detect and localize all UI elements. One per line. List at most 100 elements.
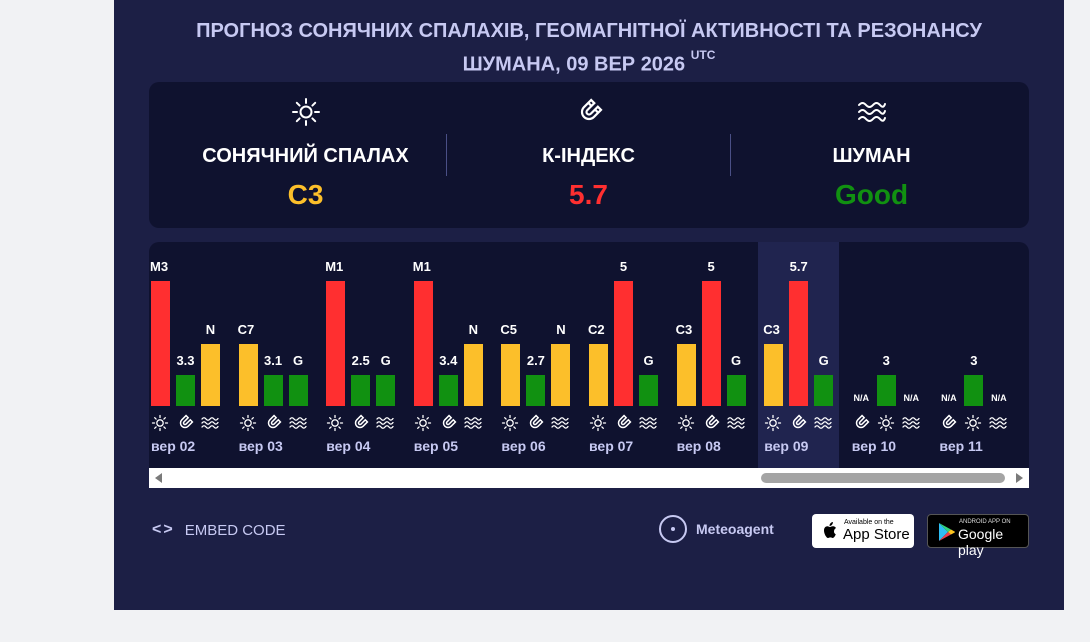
bar-label: 5.7 xyxy=(789,259,808,274)
waves-icon xyxy=(551,417,570,429)
summary-schumann: ШУМАН Good xyxy=(730,82,1013,228)
bar-label: 3.4 xyxy=(439,353,458,368)
sun-icon xyxy=(877,414,894,432)
chart-bar xyxy=(326,281,346,406)
magnet-icon xyxy=(705,414,720,429)
chart-bar xyxy=(463,344,483,406)
bar-label: N/A xyxy=(903,393,920,403)
google-play-big-text: Google play xyxy=(958,526,1004,558)
chart-bar xyxy=(639,375,658,406)
app-store-badge[interactable]: Available on the App Store xyxy=(812,514,914,548)
scroll-left-arrow-icon[interactable] xyxy=(155,473,162,483)
waves-icon xyxy=(857,102,886,122)
date-label: вер 08 xyxy=(676,438,721,454)
bar-label: M1 xyxy=(412,259,431,274)
horizontal-scrollbar[interactable] xyxy=(149,468,1029,488)
magnet-icon xyxy=(530,414,544,429)
waves-icon xyxy=(376,417,394,429)
sun-icon xyxy=(414,414,431,432)
bar-label: 5 xyxy=(619,259,628,274)
bar-label: N/A xyxy=(853,393,870,403)
sun-icon xyxy=(589,414,607,432)
bar-label: N xyxy=(468,322,478,337)
bar-label: 3 xyxy=(882,353,890,368)
date-label: вер 10 xyxy=(851,438,897,454)
google-play-badge[interactable]: ANDROID APP ON Google play xyxy=(927,514,1029,558)
summary-panel: СОНЯЧНИЙ СПАЛАХ C3 К-ІНДЕКС 5.7 xyxy=(149,82,1029,228)
meteoagent-link[interactable]: Meteoagent xyxy=(659,515,774,543)
meteoagent-label: Meteoagent xyxy=(696,521,774,537)
chart-bar xyxy=(151,281,170,406)
google-play-small-text: ANDROID APP ON xyxy=(959,519,1011,525)
bar-label: N xyxy=(556,322,566,337)
chart-bar xyxy=(526,375,546,406)
bar-label: 3.3 xyxy=(176,353,195,368)
chart-bar xyxy=(413,281,433,406)
chart-bar xyxy=(201,344,220,406)
summary-kindex: К-ІНДЕКС 5.7 xyxy=(447,82,730,228)
chart-bar xyxy=(589,344,608,406)
magnet-icon xyxy=(617,414,632,429)
bar-label: C3 xyxy=(675,322,693,337)
forecast-widget: ПРОГНОЗ СОНЯЧНИХ СПАЛАХІВ, ГЕОМАГНІТНОЇ … xyxy=(114,0,1064,610)
chart-bar xyxy=(614,281,633,406)
summary-solar: СОНЯЧНИЙ СПАЛАХ C3 xyxy=(164,82,447,228)
waves-icon xyxy=(726,417,745,429)
scrollbar-thumb[interactable] xyxy=(761,473,1005,483)
bar-label: G xyxy=(818,353,829,368)
magnet-icon xyxy=(855,414,870,429)
summary-solar-label: СОНЯЧНИЙ СПАЛАХ xyxy=(202,145,409,167)
embed-code-label: EMBED CODE xyxy=(184,521,286,539)
code-icon: <> xyxy=(152,521,175,538)
summary-schumann-label: ШУМАН xyxy=(832,145,911,167)
date-label: вер 06 xyxy=(501,438,546,454)
scroll-right-arrow-icon[interactable] xyxy=(1016,473,1023,483)
app-store-small-text: Available on the xyxy=(844,519,894,526)
magnet-icon xyxy=(267,414,282,429)
bar-label: G xyxy=(293,353,304,368)
apple-icon xyxy=(824,522,836,538)
chart-bar xyxy=(176,375,195,406)
waves-icon xyxy=(288,417,307,429)
bar-label: C3 xyxy=(763,322,780,337)
magnet-icon xyxy=(580,98,603,121)
date-label: вер 11 xyxy=(939,438,983,454)
embed-code-button[interactable]: <> EMBED CODE xyxy=(152,521,286,539)
utc-label: UTC xyxy=(690,48,716,62)
chart-bar xyxy=(764,344,784,406)
sun-icon xyxy=(502,414,519,432)
chart-bar xyxy=(701,281,721,406)
bar-label: 3 xyxy=(970,353,978,368)
bar-label: 2.5 xyxy=(351,353,370,368)
waves-icon xyxy=(989,417,1008,429)
summary-kindex-label: К-ІНДЕКС xyxy=(542,145,635,167)
chart-bar xyxy=(351,375,371,406)
page-title: ПРОГНОЗ СОНЯЧНИХ СПАЛАХІВ, ГЕОМАГНІТНОЇ … xyxy=(114,17,1064,79)
google-play-icon xyxy=(939,523,955,541)
title-line-2-text: ШУМАНА, 09 ВЕР 2026 xyxy=(462,53,686,76)
sun-icon xyxy=(151,414,169,432)
date-label: вер 05 xyxy=(413,438,459,454)
chart-bar xyxy=(964,375,984,406)
chart-bar xyxy=(551,344,571,406)
bar-label: N xyxy=(205,322,216,337)
title-line-2: ШУМАНА, 09 ВЕР 2026 UTC xyxy=(114,45,1064,79)
chart-bar xyxy=(814,375,834,406)
bar-label: N/A xyxy=(941,393,957,403)
waves-icon xyxy=(464,417,482,429)
summary-solar-value: C3 xyxy=(287,179,324,210)
chart-bar xyxy=(376,375,396,406)
bar-label: 2.7 xyxy=(526,353,545,368)
divider xyxy=(446,134,447,176)
meteoagent-logo-icon xyxy=(659,515,687,543)
bar-label: M3 xyxy=(150,259,169,274)
sun-icon xyxy=(291,98,320,126)
sun-icon xyxy=(677,414,694,432)
magnet-icon xyxy=(792,414,807,429)
date-label: вер 04 xyxy=(326,438,371,454)
sun-icon xyxy=(965,414,982,432)
magnet-icon xyxy=(354,414,369,429)
chart-bar xyxy=(726,375,746,406)
magnet-icon xyxy=(442,414,457,429)
